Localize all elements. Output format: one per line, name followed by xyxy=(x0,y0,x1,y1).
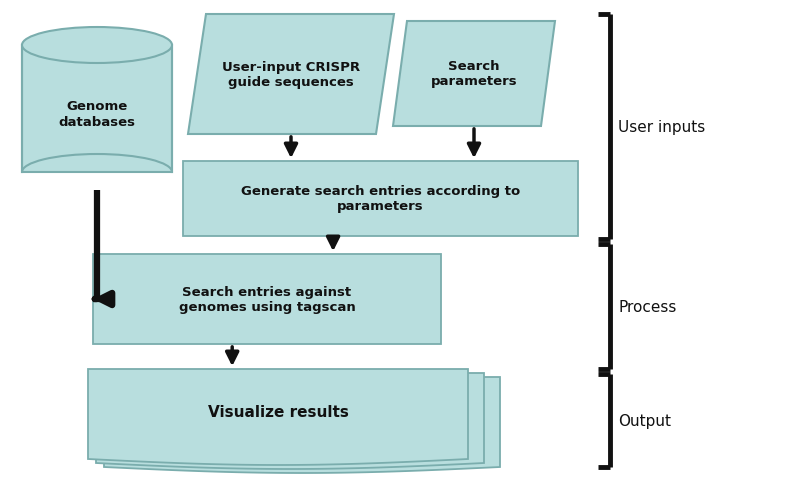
FancyBboxPatch shape xyxy=(93,254,441,344)
Text: Output: Output xyxy=(618,413,671,428)
Text: Search entries against
genomes using tagscan: Search entries against genomes using tag… xyxy=(178,286,355,313)
Polygon shape xyxy=(88,369,468,465)
Polygon shape xyxy=(393,22,555,127)
Polygon shape xyxy=(104,377,500,473)
FancyBboxPatch shape xyxy=(183,162,578,237)
Text: Visualize results: Visualize results xyxy=(207,405,349,420)
Text: Process: Process xyxy=(618,300,676,314)
Ellipse shape xyxy=(22,28,172,64)
Text: Genome
databases: Genome databases xyxy=(58,100,135,128)
Text: User inputs: User inputs xyxy=(618,120,706,135)
Text: Generate search entries according to
parameters: Generate search entries according to par… xyxy=(241,185,520,213)
Text: User-input CRISPR
guide sequences: User-input CRISPR guide sequences xyxy=(222,61,360,89)
Polygon shape xyxy=(188,15,394,135)
FancyBboxPatch shape xyxy=(22,46,172,173)
Text: Search
parameters: Search parameters xyxy=(430,60,518,88)
Polygon shape xyxy=(96,373,484,469)
